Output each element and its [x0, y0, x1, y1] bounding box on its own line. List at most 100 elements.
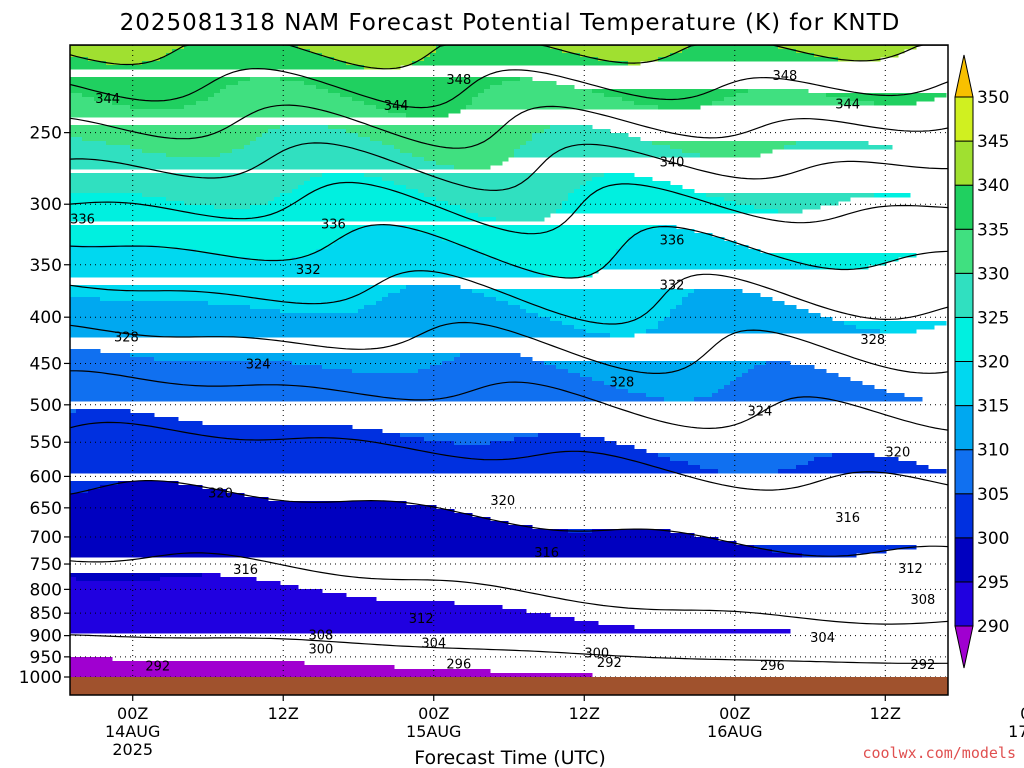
colorbar-tick-label: 345	[977, 132, 1009, 152]
band-cell	[70, 601, 455, 606]
band-cell	[664, 317, 833, 322]
band-cell	[370, 137, 533, 142]
band-cell	[100, 297, 383, 302]
band-cell	[646, 393, 713, 398]
band-cell	[70, 245, 161, 250]
contour-label: 348	[446, 73, 471, 88]
band-cell	[436, 233, 635, 238]
band-cell	[340, 93, 479, 98]
band-cell	[496, 297, 683, 302]
band-cell	[322, 365, 431, 370]
band-cell	[556, 209, 779, 214]
contour-label: 296	[760, 659, 785, 674]
band-cell	[658, 57, 839, 62]
y-tick-label: 1000	[19, 668, 62, 688]
grid-lines	[70, 45, 948, 695]
band-cell	[778, 45, 917, 50]
x-tick-label: 00Z	[719, 704, 750, 723]
band-cell	[70, 461, 689, 466]
band-cell	[574, 189, 695, 194]
band-cell	[70, 53, 167, 58]
band-cell	[70, 225, 365, 230]
band-cell	[106, 141, 251, 146]
band-cell	[70, 413, 155, 418]
band-cell	[70, 137, 83, 142]
band-cell	[70, 357, 155, 362]
band-cell	[574, 325, 659, 330]
band-cell	[424, 57, 599, 62]
y-tick-label: 500	[30, 396, 62, 416]
band-cell	[418, 369, 569, 374]
band-cell	[70, 673, 593, 678]
band-cell	[736, 93, 827, 98]
band-cell	[70, 625, 635, 630]
band-cell	[196, 249, 317, 254]
band-cell	[70, 181, 305, 186]
contour-label: 344	[95, 92, 120, 107]
band-cell	[70, 93, 83, 98]
band-cell	[382, 177, 593, 182]
band-cell	[70, 481, 119, 486]
band-cell	[496, 257, 611, 262]
band-cell	[652, 141, 797, 146]
band-cell	[538, 433, 581, 438]
contour-label: 336	[321, 217, 346, 232]
contour-line-300	[70, 480, 948, 557]
band-cell	[70, 493, 245, 498]
band-cell	[70, 141, 107, 146]
band-cell	[676, 305, 797, 310]
band-cell	[70, 369, 353, 374]
contour-label: 296	[446, 657, 471, 672]
band-cell	[880, 329, 917, 334]
band-cell	[628, 389, 719, 394]
band-cell	[454, 357, 533, 362]
band-cell	[70, 193, 143, 198]
band-cell	[478, 213, 551, 218]
band-cell	[772, 549, 887, 554]
band-cell	[226, 85, 317, 90]
band-cell	[82, 93, 215, 98]
band-cell	[250, 257, 293, 262]
x-axis: 00Z14AUG202512Z00Z15AUG12Z00Z16AUG12Z00Z…	[105, 695, 1024, 759]
band-cell	[280, 125, 329, 130]
band-cell	[568, 369, 749, 374]
band-cell	[580, 53, 671, 58]
band-cell	[70, 333, 611, 338]
band-cell	[490, 441, 617, 446]
band-cell	[70, 389, 629, 394]
band-cell	[442, 361, 545, 366]
band-cell	[310, 253, 485, 258]
band-cell	[160, 245, 329, 250]
y-tick-label: 550	[30, 433, 62, 453]
band-cell	[280, 309, 359, 314]
band-cell	[634, 233, 713, 238]
band-cell	[688, 461, 809, 466]
band-cell	[442, 237, 629, 242]
band-cell	[340, 237, 443, 242]
colorbar-tick-label: 330	[977, 264, 1009, 284]
contour-line-328	[70, 142, 948, 192]
band-cell	[460, 353, 521, 358]
band-cell	[70, 605, 503, 610]
band-cell	[562, 201, 737, 206]
y-tick-label: 950	[30, 648, 62, 668]
band-cell	[610, 333, 635, 338]
band-cell	[70, 497, 269, 502]
band-cell	[268, 201, 449, 206]
band-cell	[70, 205, 215, 210]
band-cell	[70, 593, 347, 598]
band-cell	[328, 89, 485, 94]
contour-line-292	[70, 634, 948, 664]
band-cell	[706, 193, 875, 198]
band-cell	[460, 205, 563, 210]
band-cell	[478, 93, 605, 98]
band-cell	[784, 145, 893, 150]
band-cell	[70, 665, 395, 670]
band-cell	[364, 173, 605, 178]
band-cell	[70, 289, 401, 294]
band-cell	[592, 177, 653, 182]
band-cell	[70, 157, 425, 162]
colorbar-tick-label: 315	[977, 397, 1009, 417]
band-cell	[70, 153, 167, 158]
